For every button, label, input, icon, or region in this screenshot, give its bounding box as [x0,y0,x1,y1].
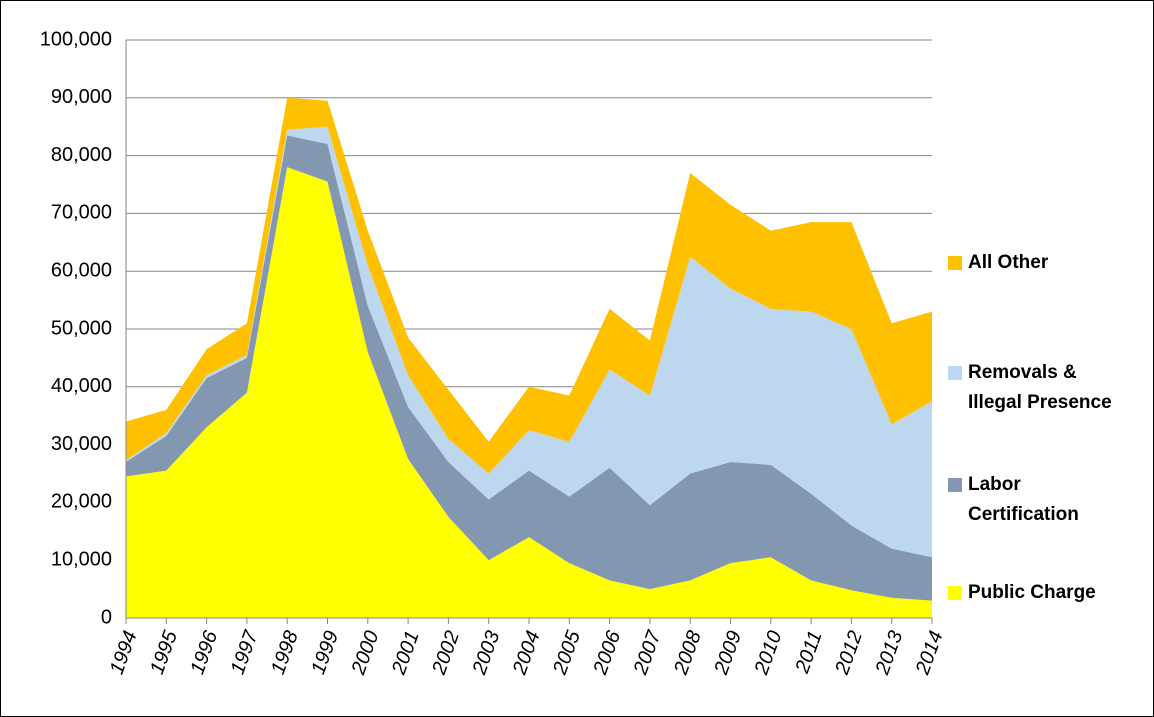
x-tick-label: 2012 [831,628,867,678]
y-tick-label: 10,000 [51,548,112,570]
legend-item: All Other [948,248,1133,278]
y-tick-label: 100,000 [40,28,112,50]
x-tick-label: 2007 [629,627,666,678]
legend: All Other Removals & Illegal Presence Labo… [948,0,1148,717]
y-tick-label: 20,000 [51,491,112,513]
x-tick-label: 1995 [146,627,182,677]
y-tick-label: 60,000 [51,259,112,281]
legend-item: Labor Certification [948,470,1133,530]
x-tick-label: 1999 [307,628,343,677]
x-tick-label: 2004 [508,628,544,678]
area [126,97,932,474]
legend-label: Public Charge [968,582,1096,603]
legend-label: Removals & Illegal Presence [968,362,1112,413]
x-tick-label: 2014 [911,628,947,678]
y-tick-label: 80,000 [51,144,112,166]
legend-swatch [948,366,962,380]
x-tick-label: 2009 [710,628,746,678]
y-tick-label: 90,000 [51,86,112,108]
y-tick-label: 70,000 [51,202,112,224]
legend-label: All Other [968,252,1049,273]
y-tick-label: 50,000 [51,317,112,339]
x-tick-label: 1994 [106,628,142,677]
x-tick-label: 2005 [549,627,586,678]
y-tick-label: 0 [101,606,112,628]
x-tick-label: 2000 [347,628,383,678]
x-tick-label: 1998 [267,628,303,677]
x-tick-label: 2006 [589,627,626,678]
x-tick-label: 2011 [791,628,827,677]
y-tick-label: 40,000 [51,375,112,397]
x-tick-label: 2001 [388,628,424,678]
x-tick-label: 1996 [186,627,222,677]
x-tick-label: 2013 [871,628,907,678]
area [126,167,932,618]
area [126,135,932,601]
legend-label: Labor Certification [968,474,1079,525]
legend-item: Public Charge [948,578,1133,608]
legend-swatch [948,256,962,270]
x-tick-label: 1997 [227,627,263,677]
x-tick-label: 2003 [468,628,504,678]
legend-swatch [948,478,962,492]
x-tick-label: 2010 [750,628,786,678]
x-tick-label: 2008 [670,628,706,678]
y-tick-label: 30,000 [51,433,112,455]
legend-swatch [948,586,962,600]
x-tick-label: 2002 [428,628,464,678]
legend-item: Removals & Illegal Presence [948,358,1133,418]
area [126,126,932,558]
